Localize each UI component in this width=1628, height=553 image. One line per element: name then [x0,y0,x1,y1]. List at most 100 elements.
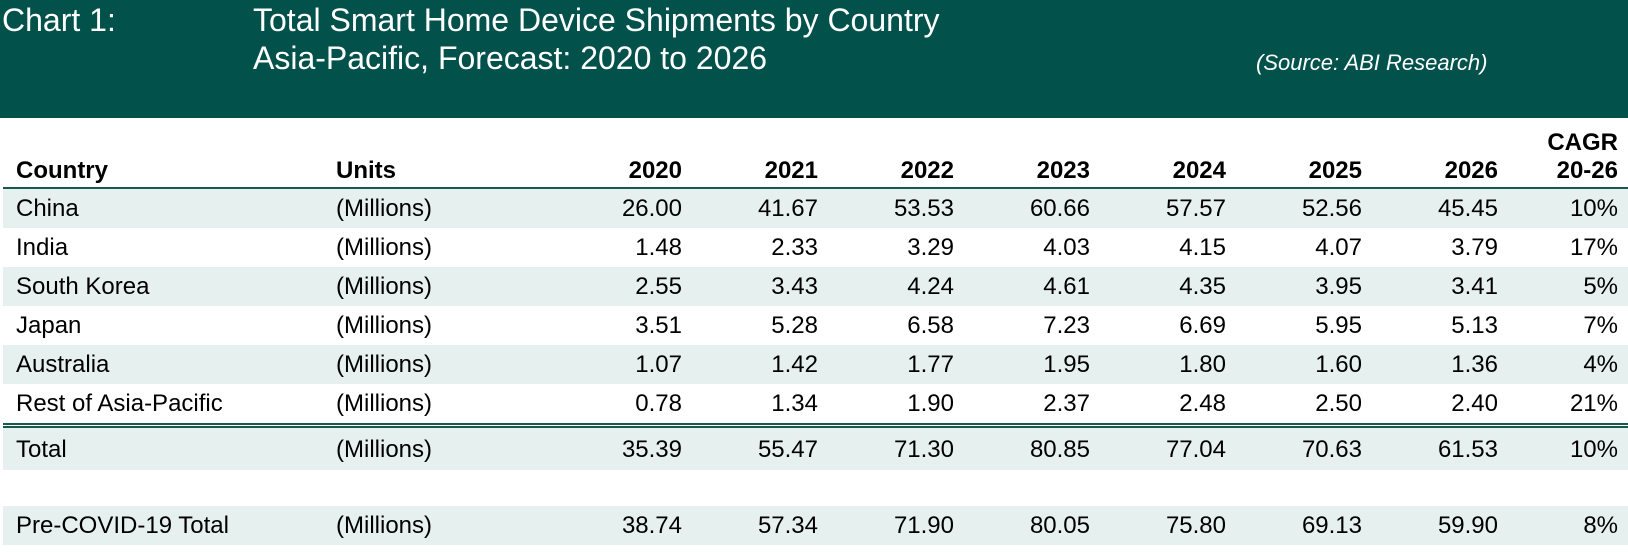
col-header-2024: 2024 [1090,125,1226,189]
cagr-cell: 5% [1498,267,1628,306]
units-cell: (Millions) [336,506,546,545]
value-cell: 2.48 [1179,390,1226,417]
value-cell: 61.53 [1362,423,1498,470]
cagr-cell: 7% [1583,312,1618,339]
cagr-cell: 17% [1569,234,1618,261]
value-cell: 5.28 [771,312,818,339]
country-cell: China [3,188,336,228]
cagr-cell: 8% [1498,506,1628,545]
units-cell: (Millions) [336,312,432,339]
table-row: Japan (Millions) 3.51 5.28 6.58 7.23 6.69 5.95 5… [3,306,1628,345]
value-cell: 6.69 [1179,312,1226,339]
col-header-2021: 2021 [682,125,818,189]
value-cell: 26.00 [546,188,682,228]
spacer-row [3,470,1628,506]
value-cell: 1.80 [1090,345,1226,384]
country-cell: Australia [3,345,336,384]
value-cell: 57.34 [682,506,818,545]
value-cell: 2.55 [546,267,682,306]
value-cell: 59.90 [1362,506,1498,545]
value-cell: 1.95 [954,345,1090,384]
header-row: Country Units 2020 2021 2022 2023 2024 2… [3,125,1628,189]
col-header-2025: 2025 [1226,125,1362,189]
value-cell: 4.15 [1179,234,1226,261]
cagr-range-label: 20-26 [1556,157,1618,184]
value-cell: 2.37 [1043,390,1090,417]
value-cell: 52.56 [1226,188,1362,228]
value-cell: 3.43 [682,267,818,306]
source-note: (Source: ABI Research) [1256,50,1488,75]
value-cell: 71.30 [818,423,954,470]
value-cell: 53.53 [818,188,954,228]
col-header-2022: 2022 [818,125,954,189]
pre-covid-total-row: Pre-COVID-19 Total (Millions) 38.74 57.34 71… [3,506,1628,545]
shipments-table: Country Units 2020 2021 2022 2023 2024 2… [3,125,1628,545]
country-cell: Pre-COVID-19 Total [3,506,336,545]
value-cell: 1.77 [818,345,954,384]
value-cell: 41.67 [682,188,818,228]
value-cell: 4.35 [1090,267,1226,306]
value-cell: 2.33 [771,234,818,261]
value-cell: 4.03 [1043,234,1090,261]
units-cell: (Millions) [336,423,546,470]
value-cell: 2.50 [1315,390,1362,417]
chart-subtitle: Asia-Pacific, Forecast: 2020 to 2026 [253,40,768,76]
value-cell: 69.13 [1226,506,1362,545]
value-cell: 6.58 [907,312,954,339]
units-cell: (Millions) [336,345,546,384]
country-cell: Total [3,423,336,470]
value-cell: 45.45 [1362,188,1498,228]
cagr-cell: 21% [1569,390,1618,417]
units-cell: (Millions) [336,267,546,306]
value-cell: 38.74 [546,506,682,545]
value-cell: 4.24 [818,267,954,306]
value-cell: 55.47 [682,423,818,470]
value-cell: 4.61 [954,267,1090,306]
units-cell: (Millions) [336,234,432,261]
value-cell: 77.04 [1090,423,1226,470]
value-cell: 1.42 [682,345,818,384]
value-cell: 4.07 [1315,234,1362,261]
value-cell: 2.40 [1451,390,1498,417]
value-cell: 71.90 [818,506,954,545]
value-cell: 60.66 [954,188,1090,228]
value-cell: 3.29 [907,234,954,261]
chart-title: Total Smart Home Device Shipments by Cou… [253,2,940,38]
value-cell: 80.85 [954,423,1090,470]
value-cell: 5.13 [1451,312,1498,339]
value-cell: 1.60 [1226,345,1362,384]
value-cell: 5.95 [1315,312,1362,339]
country-cell: Japan [16,312,82,339]
title-banner: Chart 1: Total Smart Home Device Shipmen… [0,0,1628,118]
col-header-2020: 2020 [546,125,682,189]
value-cell: 70.63 [1226,423,1362,470]
value-cell: 0.78 [635,390,682,417]
country-cell: India [16,234,69,261]
value-cell: 1.36 [1362,345,1498,384]
cagr-label: CAGR [1547,129,1618,156]
table-row: Australia (Millions) 1.07 1.42 1.77 1.95 1.80 1… [3,345,1628,384]
col-header-2023: 2023 [954,125,1090,189]
value-cell: 3.41 [1362,267,1498,306]
value-cell: 80.05 [954,506,1090,545]
value-cell: 7.23 [1043,312,1090,339]
total-row: Total (Millions) 35.39 55.47 71.30 80.85 77.04… [3,423,1628,470]
value-cell: 57.57 [1090,188,1226,228]
cagr-cell: 10% [1498,188,1628,228]
value-cell: 1.34 [771,390,818,417]
chart-number: Chart 1: [2,2,116,38]
col-header-cagr: CAGR 20-26 [1498,125,1628,189]
table-row: Rest of Asia-Pacific (Millions) 0.78 1.34 1.… [3,384,1628,426]
country-cell: Rest of Asia-Pacific [16,390,223,417]
value-cell: 75.80 [1090,506,1226,545]
value-cell: 1.90 [907,390,954,417]
table-row: South Korea (Millions) 2.55 3.43 4.24 4.61 4.3… [3,267,1628,306]
cagr-cell: 10% [1498,423,1628,470]
country-cell: South Korea [3,267,336,306]
value-cell: 35.39 [546,423,682,470]
table-row: India (Millions) 1.48 2.33 3.29 4.03 4.15 4.07 3… [3,228,1628,267]
units-cell: (Millions) [336,390,432,417]
cagr-cell: 4% [1498,345,1628,384]
col-header-units: Units [336,125,546,189]
col-header-country: Country [3,125,336,189]
